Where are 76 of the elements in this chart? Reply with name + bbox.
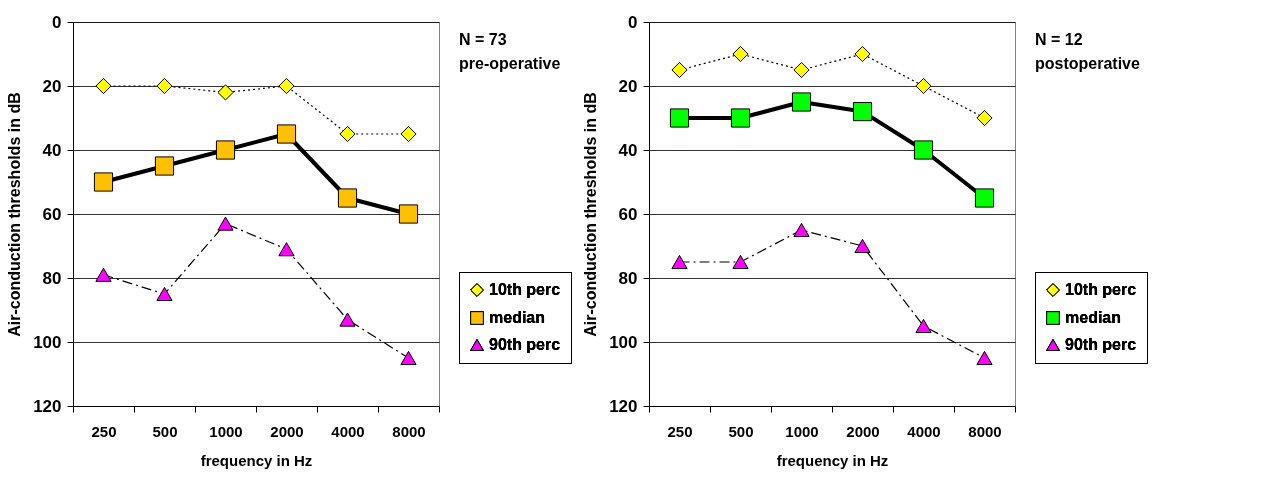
y-axis-title: Air-conduction thresholds in dB (582, 92, 600, 337)
legend-label: median (1065, 309, 1122, 326)
point (791, 92, 812, 112)
point (278, 242, 295, 257)
point (95, 267, 112, 282)
y-tick-label: 40 (42, 140, 62, 160)
point (276, 124, 297, 144)
y-tick-label: 100 (33, 332, 62, 352)
point (278, 77, 295, 95)
point (976, 109, 993, 127)
x-tick-label: 4000 (907, 422, 941, 440)
point (339, 125, 356, 143)
point (217, 216, 234, 231)
legend-label: 10th perc (489, 281, 561, 298)
x-tick-label: 1000 (209, 422, 243, 440)
x-tick-label: 1000 (785, 422, 819, 440)
point (974, 188, 995, 208)
y-tick-label: 120 (609, 396, 638, 416)
point (732, 254, 749, 270)
x-tick-label: 2000 (846, 422, 880, 440)
point (95, 77, 112, 95)
point (156, 286, 173, 302)
y-tick-label: 80 (618, 268, 638, 288)
point (976, 350, 993, 366)
point (339, 312, 356, 327)
point (400, 350, 417, 366)
point (669, 108, 690, 128)
x-tick-label: 500 (728, 422, 754, 440)
x-tick-label: 4000 (331, 422, 365, 440)
x-tick-label: 8000 (968, 422, 1002, 440)
legend-label: 90th perc (1065, 336, 1137, 353)
point (217, 84, 234, 101)
point (671, 61, 688, 79)
legend-label: 10th perc (1065, 281, 1137, 298)
text: postoperative (1035, 55, 1141, 72)
point (852, 102, 873, 122)
point (400, 125, 417, 143)
point (854, 238, 871, 254)
point (337, 188, 358, 208)
point (915, 77, 932, 95)
x-tick-label: 500 (152, 422, 178, 440)
x-tick-label: 250 (667, 422, 693, 440)
point (671, 254, 688, 270)
point (915, 318, 932, 334)
point (215, 140, 236, 160)
y-tick-label: 100 (609, 332, 638, 352)
point (730, 108, 751, 128)
text: N = 12 (1035, 31, 1083, 48)
point (398, 204, 419, 224)
point (156, 77, 173, 95)
y-tick-label: 0 (628, 12, 638, 32)
y-tick-label: 20 (42, 76, 62, 96)
point (732, 45, 749, 63)
point (913, 140, 934, 160)
y-tick-label: 60 (618, 204, 638, 224)
point (793, 222, 810, 238)
x-axis-title: frequency in Hz (200, 451, 313, 469)
x-axis-title: frequency in Hz (776, 451, 889, 469)
point (854, 45, 871, 63)
y-tick-label: 40 (618, 140, 638, 160)
text: pre-operative (459, 55, 561, 72)
text: N = 73 (459, 31, 507, 48)
y-tick-label: 0 (52, 12, 62, 32)
y-tick-label: 80 (42, 268, 62, 288)
y-tick-label: 20 (618, 76, 638, 96)
x-tick-label: 250 (91, 422, 117, 440)
y-axis-title: Air-conduction thresholds in dB (6, 92, 24, 337)
point (793, 61, 810, 79)
x-tick-label: 2000 (270, 422, 304, 440)
x-tick-label: 8000 (392, 422, 426, 440)
legend-label: 90th perc (489, 336, 561, 353)
point (93, 172, 114, 192)
y-tick-label: 120 (33, 396, 62, 416)
legend-label: median (489, 309, 546, 326)
y-tick-label: 60 (42, 204, 62, 224)
point (154, 156, 175, 176)
